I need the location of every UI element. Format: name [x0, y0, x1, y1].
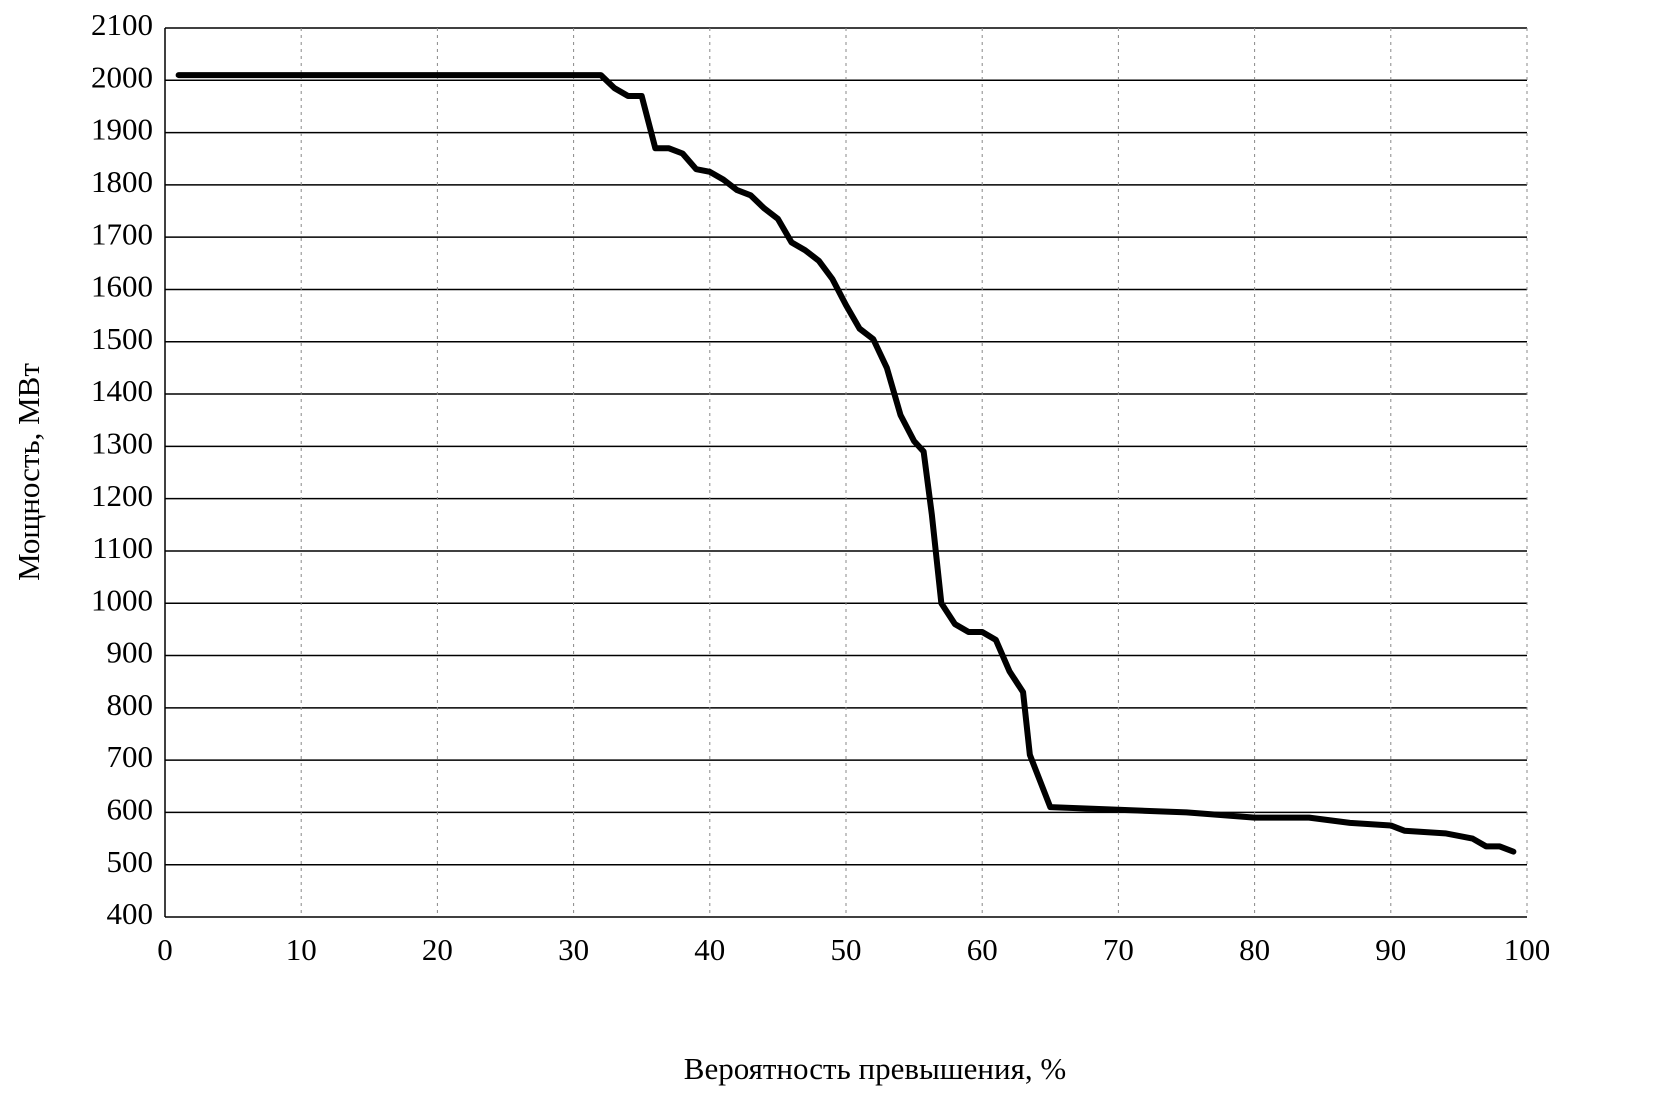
- x-tick-label: 90: [1375, 932, 1406, 967]
- y-tick-label: 1300: [91, 425, 153, 460]
- y-tick-label: 700: [107, 739, 154, 774]
- x-tick-label: 50: [831, 932, 862, 967]
- x-tick-label: 10: [286, 932, 317, 967]
- x-axis-label: Вероятность превышения, %: [684, 1051, 1066, 1086]
- y-tick-label: 900: [107, 635, 154, 670]
- x-tick-label: 80: [1239, 932, 1270, 967]
- y-tick-label: 1900: [91, 112, 153, 147]
- x-tick-label: 0: [157, 932, 173, 967]
- y-tick-label: 1500: [91, 321, 153, 356]
- x-tick-label: 100: [1504, 932, 1551, 967]
- y-tick-label: 2100: [91, 7, 153, 42]
- y-tick-label: 1100: [92, 530, 153, 565]
- y-tick-label: 1700: [91, 216, 153, 251]
- y-tick-label: 1400: [91, 373, 153, 408]
- line: [175, 72, 1517, 855]
- x-tick-label: 30: [558, 932, 589, 967]
- y-tick-label: 1600: [91, 269, 153, 304]
- x-tick-label: 20: [422, 932, 453, 967]
- x-tick-label: 60: [967, 932, 998, 967]
- y-tick-label: 500: [107, 844, 154, 879]
- y-tick-label: 400: [107, 896, 154, 931]
- y-tick-label: 800: [107, 687, 154, 722]
- y-tick-label: 1800: [91, 164, 153, 199]
- y-tick-label: 600: [107, 792, 154, 827]
- y-tick-label: 2000: [91, 59, 153, 94]
- x-tick-label: 70: [1103, 932, 1134, 967]
- y-axis-label: Мощность, МВт: [11, 363, 46, 581]
- y-tick-label: 1000: [91, 582, 153, 617]
- y-tick-label: 1200: [91, 478, 153, 513]
- x-tick-label: 40: [694, 932, 725, 967]
